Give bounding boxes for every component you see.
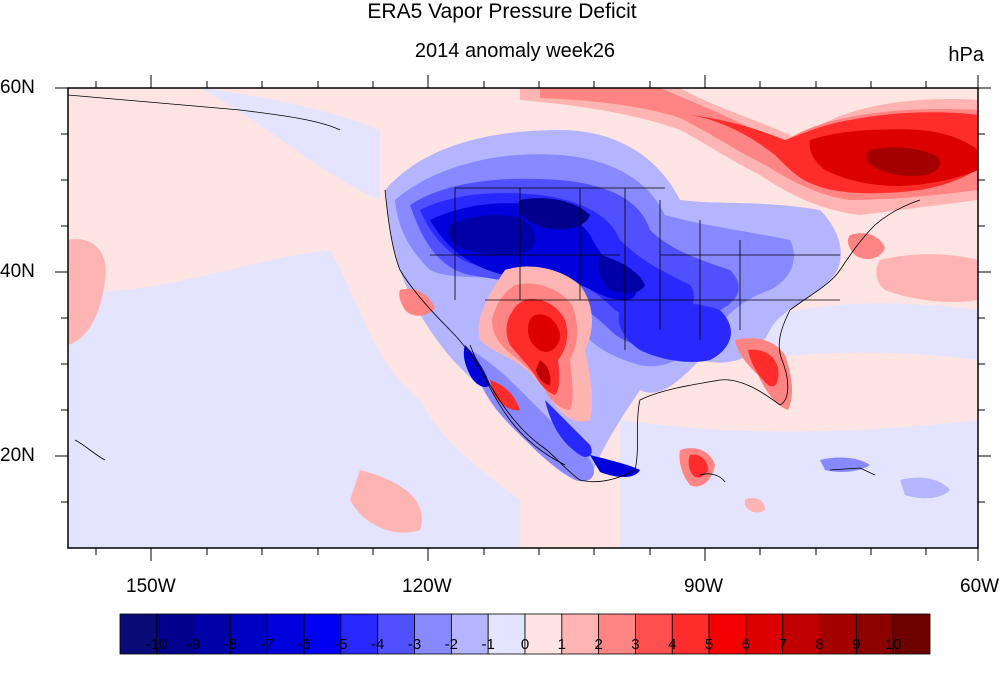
- lon-label-150w: 150W: [126, 576, 176, 597]
- boundaries: [68, 94, 921, 483]
- anomaly-field: [68, 88, 978, 548]
- colorbar-swatch: [119, 613, 158, 655]
- lon-label-120w: 120W: [402, 576, 452, 597]
- colorbar-tick-label: -2: [444, 636, 459, 653]
- colorbar-swatch: [414, 613, 452, 655]
- colorbar-swatch: [487, 613, 526, 655]
- colorbar-tick-label: -6: [297, 636, 311, 653]
- units-label: hPa: [948, 44, 984, 66]
- colorbar-swatch: [708, 613, 747, 655]
- colorbar-tick-label: -9: [186, 636, 201, 653]
- colorbar-tick-label: -1: [481, 636, 495, 653]
- colorbar-swatch: [745, 613, 784, 655]
- colorbar-swatch: [230, 613, 268, 655]
- colorbar-swatch: [450, 613, 489, 655]
- lat-label-40n: 40N: [0, 261, 35, 282]
- colorbar-tick-label: -8: [223, 636, 238, 653]
- colorbar-tick-label: 8: [815, 636, 824, 653]
- chart-subtitle: 2014 anomaly week26: [414, 40, 616, 62]
- chart-title: ERA5 Vapor Pressure Deficit: [367, 0, 637, 23]
- colorbar-swatch: [561, 613, 600, 655]
- colorbar-tick-label: -4: [371, 636, 385, 653]
- colorbar-swatch: [524, 613, 563, 655]
- colorbar-tick-label: -10: [145, 636, 168, 653]
- colorbar-swatch: [819, 613, 857, 655]
- colorbar-swatch: [635, 613, 673, 655]
- colorbar-swatch: [671, 613, 710, 655]
- colorbar: [119, 613, 931, 655]
- colorbar-tick-label: 0: [520, 636, 530, 653]
- lon-label-60w: 60W: [960, 576, 1000, 597]
- colorbar-tick-label: 3: [631, 636, 640, 653]
- axis-ticks: [55, 75, 991, 561]
- colorbar-swatch: [782, 613, 820, 655]
- colorbar-tick-label: -5: [334, 636, 348, 653]
- map-panel: [68, 88, 978, 548]
- colorbar-tick-label: 7: [778, 636, 787, 653]
- colorbar-tick-label: 10: [884, 636, 902, 653]
- colorbar-tick-label: 9: [852, 636, 861, 653]
- colorbar-tick-label: 1: [557, 636, 566, 653]
- colorbar-swatch: [377, 613, 415, 655]
- colorbar-tick-label: -7: [260, 636, 274, 653]
- colorbar-swatch: [303, 613, 342, 655]
- colorbar-tick-label: 6: [741, 636, 751, 653]
- colorbar-tick-label: -3: [407, 636, 422, 653]
- colorbar-tick-label: 5: [704, 636, 714, 653]
- lat-label-60n: 60N: [0, 77, 35, 98]
- colorbar-tick-label: 4: [668, 636, 677, 653]
- colorbar-swatch: [892, 613, 931, 655]
- lat-label-20n: 20N: [0, 445, 35, 466]
- lon-label-90w: 90W: [684, 576, 724, 597]
- colorbar-tick-label: 2: [594, 636, 603, 653]
